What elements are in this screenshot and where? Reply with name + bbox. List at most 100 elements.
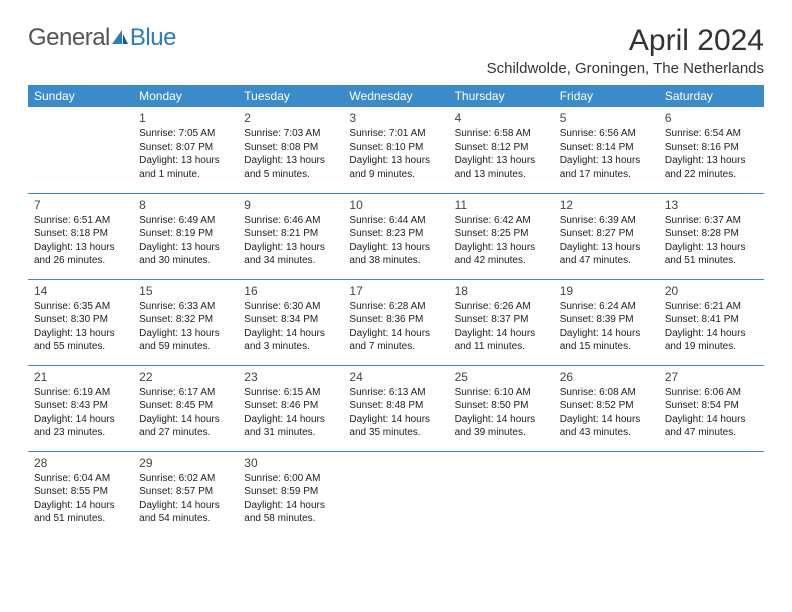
calendar-day-cell: 5Sunrise: 6:56 AMSunset: 8:14 PMDaylight… [554, 107, 659, 193]
day-d2: and 51 minutes. [665, 254, 758, 268]
day-d2: and 5 minutes. [244, 168, 337, 182]
day-ss: Sunset: 8:36 PM [349, 313, 442, 327]
day-d2: and 15 minutes. [560, 340, 653, 354]
day-d1: Daylight: 14 hours [560, 413, 653, 427]
calendar-day-cell: 24Sunrise: 6:13 AMSunset: 8:48 PMDayligh… [343, 365, 448, 451]
day-d1: Daylight: 13 hours [665, 241, 758, 255]
day-number: 16 [244, 283, 337, 299]
day-sr: Sunrise: 7:05 AM [139, 127, 232, 141]
day-d1: Daylight: 13 hours [349, 241, 442, 255]
day-number: 23 [244, 369, 337, 385]
page-header: General Blue April 2024 Schildwolde, Gro… [28, 24, 764, 77]
day-d1: Daylight: 13 hours [244, 241, 337, 255]
day-ss: Sunset: 8:43 PM [34, 399, 127, 413]
weekday-header: Thursday [449, 85, 554, 107]
day-d1: Daylight: 14 hours [244, 327, 337, 341]
day-sr: Sunrise: 6:10 AM [455, 386, 548, 400]
day-number: 13 [665, 197, 758, 213]
calendar-day-cell: 18Sunrise: 6:26 AMSunset: 8:37 PMDayligh… [449, 279, 554, 365]
calendar-empty-cell [449, 451, 554, 537]
day-d1: Daylight: 13 hours [139, 327, 232, 341]
logo-sail-icon [110, 28, 130, 48]
day-d2: and 7 minutes. [349, 340, 442, 354]
day-d2: and 51 minutes. [34, 512, 127, 526]
day-number: 30 [244, 455, 337, 471]
day-ss: Sunset: 8:55 PM [34, 485, 127, 499]
day-d2: and 58 minutes. [244, 512, 337, 526]
calendar-page: General Blue April 2024 Schildwolde, Gro… [0, 0, 792, 557]
weekday-header: Wednesday [343, 85, 448, 107]
calendar-day-cell: 17Sunrise: 6:28 AMSunset: 8:36 PMDayligh… [343, 279, 448, 365]
calendar-day-cell: 3Sunrise: 7:01 AMSunset: 8:10 PMDaylight… [343, 107, 448, 193]
day-sr: Sunrise: 6:54 AM [665, 127, 758, 141]
day-d2: and 26 minutes. [34, 254, 127, 268]
calendar-day-cell: 23Sunrise: 6:15 AMSunset: 8:46 PMDayligh… [238, 365, 343, 451]
calendar-day-cell: 28Sunrise: 6:04 AMSunset: 8:55 PMDayligh… [28, 451, 133, 537]
day-d1: Daylight: 14 hours [349, 413, 442, 427]
day-number: 9 [244, 197, 337, 213]
calendar-day-cell: 7Sunrise: 6:51 AMSunset: 8:18 PMDaylight… [28, 193, 133, 279]
calendar-day-cell: 25Sunrise: 6:10 AMSunset: 8:50 PMDayligh… [449, 365, 554, 451]
day-ss: Sunset: 8:41 PM [665, 313, 758, 327]
day-d1: Daylight: 14 hours [34, 413, 127, 427]
day-ss: Sunset: 8:14 PM [560, 141, 653, 155]
title-block: April 2024 Schildwolde, Groningen, The N… [487, 24, 764, 77]
day-sr: Sunrise: 6:15 AM [244, 386, 337, 400]
day-sr: Sunrise: 7:03 AM [244, 127, 337, 141]
day-sr: Sunrise: 6:46 AM [244, 214, 337, 228]
day-ss: Sunset: 8:30 PM [34, 313, 127, 327]
day-d2: and 22 minutes. [665, 168, 758, 182]
logo-text-general: General [28, 24, 110, 52]
day-d2: and 9 minutes. [349, 168, 442, 182]
day-d1: Daylight: 14 hours [34, 499, 127, 513]
day-d1: Daylight: 14 hours [560, 327, 653, 341]
day-number: 28 [34, 455, 127, 471]
day-d2: and 11 minutes. [455, 340, 548, 354]
logo: General Blue [28, 24, 176, 52]
calendar-day-cell: 20Sunrise: 6:21 AMSunset: 8:41 PMDayligh… [659, 279, 764, 365]
month-title: April 2024 [487, 24, 764, 58]
calendar-table: SundayMondayTuesdayWednesdayThursdayFrid… [28, 85, 764, 537]
day-d2: and 27 minutes. [139, 426, 232, 440]
day-sr: Sunrise: 6:28 AM [349, 300, 442, 314]
calendar-day-cell: 10Sunrise: 6:44 AMSunset: 8:23 PMDayligh… [343, 193, 448, 279]
day-ss: Sunset: 8:19 PM [139, 227, 232, 241]
calendar-day-cell: 9Sunrise: 6:46 AMSunset: 8:21 PMDaylight… [238, 193, 343, 279]
calendar-day-cell: 29Sunrise: 6:02 AMSunset: 8:57 PMDayligh… [133, 451, 238, 537]
calendar-empty-cell [343, 451, 448, 537]
day-d1: Daylight: 13 hours [349, 154, 442, 168]
calendar-day-cell: 15Sunrise: 6:33 AMSunset: 8:32 PMDayligh… [133, 279, 238, 365]
weekday-header: Friday [554, 85, 659, 107]
day-d2: and 47 minutes. [560, 254, 653, 268]
day-d1: Daylight: 14 hours [665, 413, 758, 427]
calendar-day-cell: 16Sunrise: 6:30 AMSunset: 8:34 PMDayligh… [238, 279, 343, 365]
day-d2: and 19 minutes. [665, 340, 758, 354]
day-d2: and 43 minutes. [560, 426, 653, 440]
calendar-week-row: 1Sunrise: 7:05 AMSunset: 8:07 PMDaylight… [28, 107, 764, 193]
day-sr: Sunrise: 6:04 AM [34, 472, 127, 486]
calendar-day-cell: 14Sunrise: 6:35 AMSunset: 8:30 PMDayligh… [28, 279, 133, 365]
calendar-day-cell: 21Sunrise: 6:19 AMSunset: 8:43 PMDayligh… [28, 365, 133, 451]
calendar-day-cell: 13Sunrise: 6:37 AMSunset: 8:28 PMDayligh… [659, 193, 764, 279]
day-sr: Sunrise: 6:26 AM [455, 300, 548, 314]
day-number: 21 [34, 369, 127, 385]
day-number: 7 [34, 197, 127, 213]
day-d1: Daylight: 14 hours [455, 327, 548, 341]
day-sr: Sunrise: 6:39 AM [560, 214, 653, 228]
calendar-day-cell: 4Sunrise: 6:58 AMSunset: 8:12 PMDaylight… [449, 107, 554, 193]
calendar-empty-cell [554, 451, 659, 537]
day-ss: Sunset: 8:37 PM [455, 313, 548, 327]
calendar-empty-cell [659, 451, 764, 537]
day-number: 14 [34, 283, 127, 299]
day-d1: Daylight: 13 hours [139, 241, 232, 255]
day-number: 27 [665, 369, 758, 385]
day-ss: Sunset: 8:10 PM [349, 141, 442, 155]
day-d2: and 47 minutes. [665, 426, 758, 440]
day-sr: Sunrise: 6:19 AM [34, 386, 127, 400]
day-d1: Daylight: 14 hours [244, 413, 337, 427]
weekday-header: Tuesday [238, 85, 343, 107]
day-number: 6 [665, 110, 758, 126]
day-number: 20 [665, 283, 758, 299]
day-number: 3 [349, 110, 442, 126]
day-ss: Sunset: 8:59 PM [244, 485, 337, 499]
